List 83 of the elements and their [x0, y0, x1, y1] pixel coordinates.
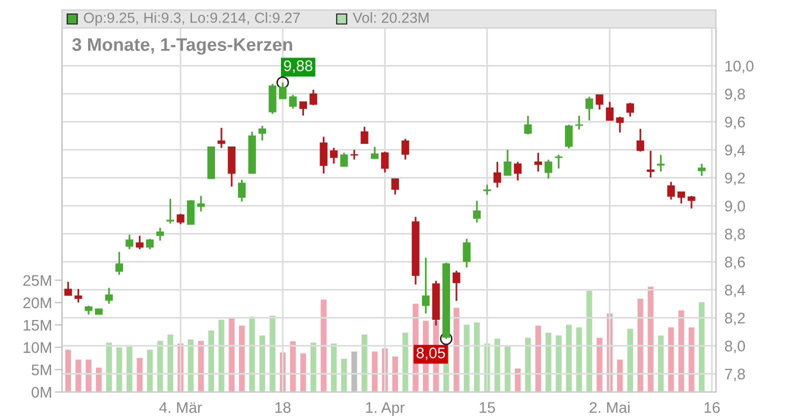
- candlestick: [422, 256, 430, 314]
- candlestick: [667, 181, 675, 200]
- candlestick: [381, 150, 389, 174]
- y-tick-label: 8,2: [724, 312, 745, 326]
- y-tick-label: 9,2: [725, 172, 745, 186]
- candlestick: [299, 100, 307, 116]
- y-tick-label: 9,0: [725, 200, 745, 214]
- candlestick: [534, 152, 542, 172]
- text: 3 Monate, 1-Tages-Kerzen: [72, 38, 292, 55]
- y2-tick-label: 5M: [32, 364, 52, 376]
- candlestick: [452, 270, 460, 302]
- candlestick: [606, 100, 614, 122]
- candlestick: [310, 88, 318, 106]
- candlestick: [493, 161, 502, 188]
- candlestick: [656, 154, 665, 172]
- candlestick: [596, 94, 604, 110]
- candlestick: [626, 102, 634, 118]
- candlestick: [176, 212, 184, 225]
- candlestick: [514, 161, 522, 182]
- y2-tick-label: 25M: [23, 275, 52, 286]
- y-tick-label: 9,6: [725, 116, 745, 130]
- text: Op:9.25, Hi:9.3, Lo:9.214, Cl:9.27: [84, 12, 300, 26]
- candlestick: [391, 178, 399, 196]
- annotation: 8,05: [416, 348, 446, 360]
- text: Vol: 20.23M: [352, 12, 429, 23]
- y-tick-label: 8,8: [724, 228, 745, 242]
- y-tick-label: 7,8: [725, 368, 745, 382]
- candlestick: [688, 195, 696, 210]
- candlestick: [370, 146, 379, 160]
- candlestick: [340, 152, 348, 168]
- candlestick: [360, 126, 368, 144]
- x-tick-label: 1. Apr: [366, 402, 405, 416]
- y-tick-label: 9,4: [725, 144, 746, 158]
- bar: [697, 300, 706, 392]
- y2-tick-label: 10M: [24, 342, 52, 353]
- y2-tick-label: 15M: [24, 320, 52, 331]
- y2-tick-label: 0M: [32, 386, 52, 398]
- candlestick: [524, 114, 532, 136]
- candlestick: [218, 126, 226, 149]
- candlestick: [616, 116, 624, 134]
- candlestick: [126, 234, 134, 250]
- x-tick-label: 4. Mär: [159, 402, 202, 413]
- candlestick: [105, 287, 113, 305]
- y-tick-label: 8,0: [724, 340, 745, 354]
- y-tick-label: 8,4: [724, 284, 746, 298]
- candlestick: [156, 226, 164, 242]
- y-tick-label: 8,6: [724, 256, 745, 270]
- candlestick: [504, 148, 512, 176]
- candlestick: [197, 195, 205, 212]
- candlestick: [565, 124, 573, 150]
- candlestick: [330, 147, 338, 164]
- y2-tick-label: 20M: [23, 297, 52, 308]
- candlestick: [258, 125, 266, 142]
- candlestick: [146, 238, 154, 250]
- candlestick: [74, 288, 82, 304]
- x-tick-label: 2. Mai: [590, 402, 630, 413]
- candlestick: [64, 280, 72, 296]
- candlestick: [350, 148, 358, 160]
- candlestick: [575, 114, 583, 130]
- candlestick: [646, 150, 654, 178]
- candlestick: [544, 158, 552, 180]
- candlestick: [402, 138, 410, 160]
- candlestick: [136, 234, 144, 250]
- candlestick: [585, 96, 594, 122]
- candlestick: [186, 199, 195, 226]
- annotation: 9,88: [284, 60, 312, 74]
- candlestick: [677, 190, 686, 204]
- candlestick: [554, 154, 562, 170]
- candlestick: [115, 251, 124, 276]
- candlestick: [483, 184, 491, 196]
- candlestick: [462, 238, 470, 268]
- candlestick: [698, 162, 706, 177]
- x-tick-label: 15: [480, 402, 495, 413]
- candlestick: [289, 94, 297, 110]
- candlestick: [636, 128, 644, 152]
- candlestick: [473, 200, 481, 224]
- x-tick-label: 16: [704, 402, 720, 413]
- candlestick: [320, 136, 328, 174]
- candlestick: [166, 198, 174, 224]
- candlestick: [238, 178, 246, 202]
- y-tick-label: 9,8: [725, 88, 745, 102]
- x-tick-label: 18: [275, 402, 291, 413]
- y-tick-label: 10,0: [726, 60, 754, 74]
